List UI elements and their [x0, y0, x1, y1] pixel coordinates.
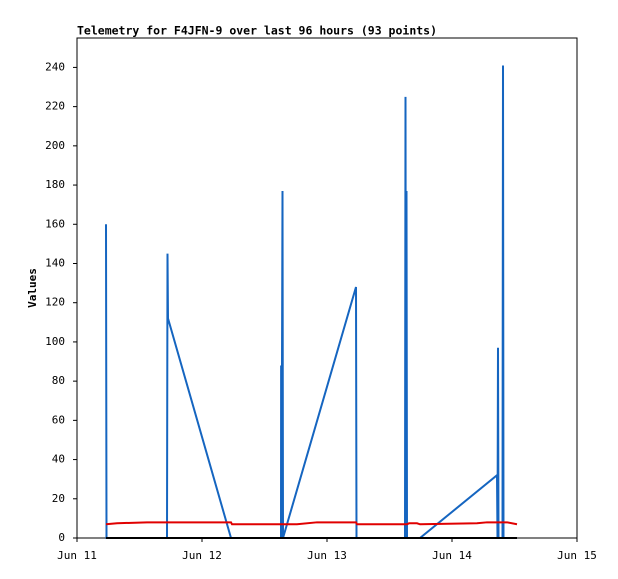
- x-tick-label: Jun 12: [182, 549, 222, 562]
- y-axis-label: Values: [26, 268, 39, 308]
- y-tick-label: 40: [52, 453, 65, 466]
- y-tick-label: 80: [52, 374, 65, 387]
- y-tick-label: 20: [52, 492, 65, 505]
- y-tick-label: 120: [45, 296, 65, 309]
- y-tick-label: 100: [45, 335, 65, 348]
- x-tick-label: Jun 11: [57, 549, 97, 562]
- y-tick-label: 0: [58, 531, 65, 544]
- y-tick-label: 160: [45, 217, 65, 230]
- y-tick-label: 60: [52, 413, 65, 426]
- x-tick-label: Jun 15: [557, 549, 597, 562]
- y-tick-label: 200: [45, 139, 65, 152]
- y-tick-label: 220: [45, 100, 65, 113]
- y-tick-label: 140: [45, 256, 65, 269]
- x-tick-label: Jun 13: [307, 549, 347, 562]
- series-line: [105, 521, 518, 526]
- y-tick-label: 240: [45, 60, 65, 73]
- y-tick-label: 180: [45, 178, 65, 191]
- chart-title: Telemetry for F4JFN-9 over last 96 hours…: [77, 24, 437, 38]
- x-tick-label: Jun 14: [432, 549, 472, 562]
